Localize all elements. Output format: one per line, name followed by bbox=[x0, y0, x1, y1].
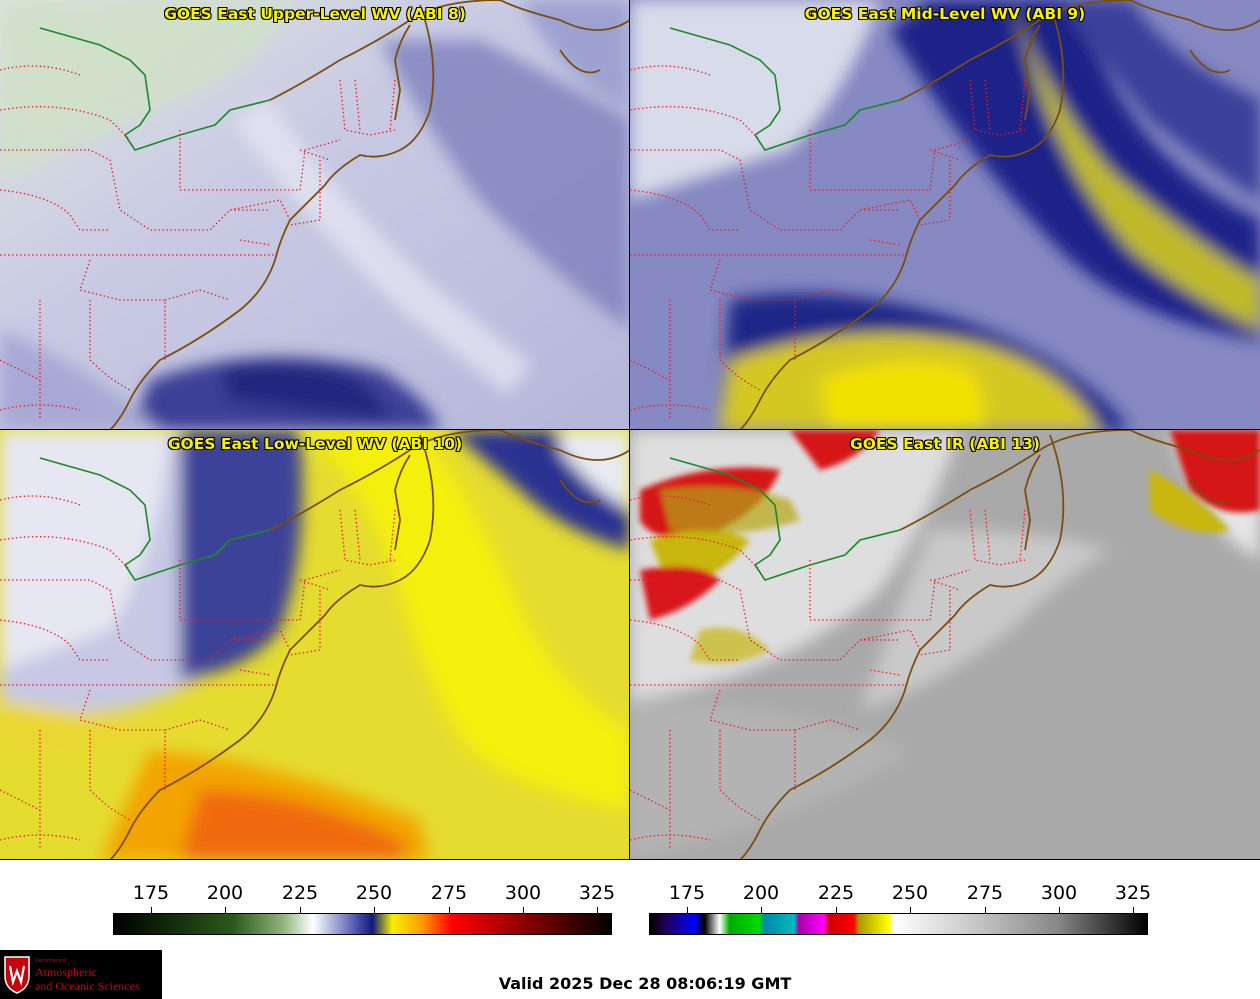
panel-ir: GOES East IR (ABI 13) bbox=[630, 430, 1260, 860]
wv-tick-label: 200 bbox=[206, 882, 244, 904]
ir-tick-label: 325 bbox=[1114, 882, 1152, 904]
ir-colorbar-ticks: 175 200 225 250 275 300 325 bbox=[649, 880, 1152, 913]
ir-tick-mark bbox=[985, 907, 986, 913]
state-coastline-overlay bbox=[630, 430, 1260, 860]
logo-line1-text: Atmospheric bbox=[35, 965, 97, 979]
panel-mid-level-wv: GOES East Mid-Level WV (ABI 9) bbox=[630, 0, 1260, 430]
wv-tick-label: 300 bbox=[504, 882, 542, 904]
wv-tick-mark bbox=[523, 907, 524, 913]
wv-tick-label: 275 bbox=[430, 882, 468, 904]
panel-divider-vertical bbox=[629, 0, 630, 860]
aos-logo: Department of Atmospheric and Oceanic Sc… bbox=[0, 950, 162, 999]
state-coastline-overlay bbox=[0, 430, 630, 860]
wv-colorbar: 175 200 225 250 275 300 325 bbox=[113, 880, 616, 940]
mid-level-wv-image bbox=[630, 0, 1260, 430]
wv-tick-label: 175 bbox=[132, 882, 170, 904]
low-level-wv-image bbox=[0, 430, 630, 860]
panel-title: GOES East IR (ABI 13) bbox=[850, 435, 1040, 453]
ir-tick-mark bbox=[910, 907, 911, 913]
state-coastline-overlay bbox=[630, 0, 1260, 430]
ir-tick-label: 200 bbox=[742, 882, 780, 904]
wv-tick-label: 225 bbox=[281, 882, 319, 904]
panel-title: GOES East Mid-Level WV (ABI 9) bbox=[804, 5, 1086, 23]
wv-tick-label: 325 bbox=[578, 882, 616, 904]
wv-colorbar-ticks: 175 200 225 250 275 300 325 bbox=[113, 880, 616, 913]
wv-tick-label: 250 bbox=[355, 882, 393, 904]
logo-department-text: Department of bbox=[35, 958, 67, 964]
wv-tick-mark bbox=[374, 907, 375, 913]
ir-tick-mark bbox=[1133, 907, 1134, 913]
ir-colorbar: 175 200 225 250 275 300 325 bbox=[649, 880, 1152, 940]
ir-tick-label: 175 bbox=[668, 882, 706, 904]
state-coastline-overlay bbox=[0, 0, 630, 430]
panel-upper-level-wv: GOES East Upper-Level WV (ABI 8) bbox=[0, 0, 630, 430]
uw-crest-icon bbox=[4, 956, 30, 994]
ir-tick-mark bbox=[761, 907, 762, 913]
ir-tick-label: 250 bbox=[891, 882, 929, 904]
ir-image bbox=[630, 430, 1260, 860]
panel-title: GOES East Upper-Level WV (ABI 8) bbox=[164, 5, 466, 23]
ir-tick-mark bbox=[1059, 907, 1060, 913]
valid-time: Valid 2025 Dec 28 08:06:19 GMT bbox=[498, 974, 792, 993]
ir-tick-mark bbox=[687, 907, 688, 913]
panel-divider-horizontal bbox=[0, 429, 1260, 430]
ir-tick-label: 300 bbox=[1040, 882, 1078, 904]
wv-tick-mark bbox=[225, 907, 226, 913]
panel-title: GOES East Low-Level WV (ABI 10) bbox=[167, 435, 463, 453]
logo-line2-text: and Oceanic Sciences bbox=[35, 979, 140, 993]
wv-tick-mark bbox=[449, 907, 450, 913]
panel-low-level-wv: GOES East Low-Level WV (ABI 10) bbox=[0, 430, 630, 860]
ir-tick-label: 225 bbox=[817, 882, 855, 904]
wv-tick-mark bbox=[300, 907, 301, 913]
wv-colorbar-gradient bbox=[113, 913, 612, 935]
ir-tick-mark bbox=[836, 907, 837, 913]
wv-tick-mark bbox=[151, 907, 152, 913]
upper-level-wv-image bbox=[0, 0, 630, 430]
ir-tick-label: 275 bbox=[966, 882, 1004, 904]
panel-bottom-edge bbox=[0, 859, 1260, 860]
wv-tick-mark bbox=[597, 907, 598, 913]
ir-colorbar-gradient bbox=[649, 913, 1148, 935]
